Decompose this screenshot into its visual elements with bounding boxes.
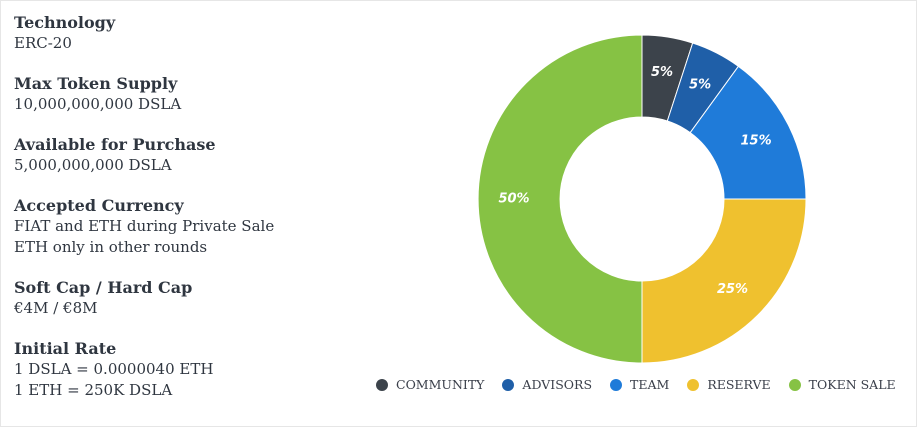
initial-rate-block: Initial Rate 1 DSLA = 0.0000040 ETH 1 ET… [14,339,344,401]
slice-label-reserve: 25% [717,282,748,297]
slice-reserve[interactable] [641,198,807,364]
legend-label-team: TEAM [630,377,670,392]
legend-swatch-advisors [502,378,515,391]
accepted-currency-value-2: ETH only in other rounds [14,238,208,256]
legend-item-community[interactable]: COMMUNITY [376,377,484,392]
slice-label-token-sale: 50% [498,192,529,207]
donut-chart: 5% 5% 15% 25% 50% [477,34,807,364]
slice-label-team: 15% [740,133,771,148]
initial-rate-label: Initial Rate [14,339,117,358]
slice-label-advisors: 5% [689,77,711,92]
accepted-currency-block: Accepted Currency FIAT and ETH during Pr… [14,196,344,258]
technology-value: ERC-20 [14,34,72,52]
legend-label-advisors: ADVISORS [522,377,593,392]
legend-swatch-token-sale [788,378,801,391]
max-supply-block: Max Token Supply 10,000,000,000 DSLA [14,74,344,115]
cap-label: Soft Cap / Hard Cap [14,278,193,297]
accepted-currency-label: Accepted Currency [14,196,184,215]
legend-item-token-sale[interactable]: TOKEN SALE [788,377,896,392]
token-details: Technology ERC-20 Max Token Supply 10,00… [14,13,344,421]
technology-block: Technology ERC-20 [14,13,344,54]
slice-token-sale[interactable] [477,34,643,364]
slice-label-community: 5% [651,65,673,80]
technology-label: Technology [14,13,116,32]
available-purchase-block: Available for Purchase 5,000,000,000 DSL… [14,135,344,176]
accepted-currency-value-1: FIAT and ETH during Private Sale [14,217,275,235]
max-supply-value: 10,000,000,000 DSLA [14,95,182,113]
legend-label-community: COMMUNITY [396,377,485,392]
legend-label-token-sale: TOKEN SALE [808,377,896,392]
legend-item-team[interactable]: TEAM [610,377,669,392]
cap-block: Soft Cap / Hard Cap €4M / €8M [14,278,344,319]
chart-legend: COMMUNITY ADVISORS TEAM RESERVE TOKEN SALE [376,377,896,392]
token-distribution-chart: 5% 5% 15% 25% 50% [361,1,919,430]
legend-swatch-community [376,378,388,391]
legend-item-advisors[interactable]: ADVISORS [502,377,592,392]
legend-swatch-team [610,378,623,391]
available-purchase-value: 5,000,000,000 DSLA [14,156,172,174]
cap-value: €4M / €8M [14,299,98,317]
legend-item-reserve[interactable]: RESERVE [687,377,771,392]
legend-swatch-reserve [687,378,700,391]
max-supply-label: Max Token Supply [14,74,178,93]
initial-rate-value-1: 1 DSLA = 0.0000040 ETH [14,360,214,378]
legend-label-reserve: RESERVE [707,377,771,392]
available-purchase-label: Available for Purchase [14,135,216,154]
initial-rate-value-2: 1 ETH = 250K DSLA [14,381,173,399]
